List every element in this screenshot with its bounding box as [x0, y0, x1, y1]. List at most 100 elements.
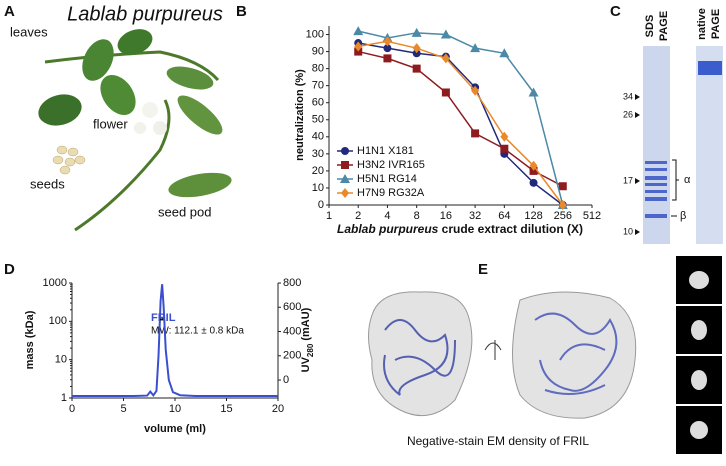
x-axis-label-part: crude extract dilution (X): [438, 222, 583, 236]
lane-label: PAGE: [710, 9, 722, 39]
plant-label: seeds: [30, 176, 65, 191]
marker: [412, 64, 421, 73]
panel-letter: D: [4, 261, 15, 278]
marker: [412, 43, 421, 54]
caption: Negative-stain EM density of FRIL: [407, 434, 589, 448]
marker: [529, 166, 538, 175]
y-axis-label: neutralization (%): [294, 69, 306, 161]
x-tick-label: 512: [583, 210, 601, 222]
marker-arrows: [635, 94, 640, 235]
class-averages: [676, 256, 722, 454]
em-density: [512, 291, 637, 419]
legend-marker: [341, 161, 349, 169]
legend-marker: [341, 188, 349, 198]
plant-label: seed pod: [158, 204, 212, 219]
ribbon: [534, 312, 618, 395]
x-tick-label: 1: [326, 210, 332, 222]
series-line: [358, 40, 564, 206]
legend-label: H7N9 RG32A: [357, 187, 425, 199]
y2-axis-label-part: 280: [306, 343, 315, 357]
x-tick-label: 2: [355, 210, 361, 222]
y2-axis-label: UV280 (mAU): [300, 307, 315, 372]
y-tick-label: 30: [312, 148, 324, 160]
species-title: Lablab purpureus: [67, 3, 223, 25]
x-tick-label: 0: [69, 403, 75, 415]
plant-photo: [38, 29, 232, 232]
mw-marker: 17: [623, 175, 633, 185]
panel-letter: B: [236, 3, 247, 20]
panel-letter: C: [610, 3, 621, 20]
x-tick-label: 16: [440, 210, 452, 222]
series-line: [358, 30, 564, 206]
x-tick-label: 64: [498, 210, 510, 222]
x-axis-label: volume (ml): [144, 423, 206, 435]
y-tick-label: 80: [312, 63, 324, 75]
y-tick-label: 70: [312, 80, 324, 92]
legend-label: H3N2 IVR165: [357, 159, 425, 171]
subunit-label: α: [684, 174, 691, 186]
marker: [500, 131, 509, 142]
legend-label: H5N1 RG14: [357, 173, 417, 185]
ribbon: [383, 319, 456, 396]
y-tick-label: 1: [61, 392, 67, 404]
marker: [441, 88, 450, 97]
y-tick-label: 20: [312, 165, 324, 177]
gel-lane: [643, 46, 670, 244]
marker: [383, 44, 392, 53]
x-tick-label: 32: [469, 210, 481, 222]
marker: [500, 144, 509, 153]
marker: [353, 26, 364, 36]
marker: [558, 182, 567, 191]
y-tick-label: 50: [312, 114, 324, 126]
marker: [441, 53, 450, 64]
plant-label: flower: [93, 116, 128, 131]
mw-marker: 26: [623, 109, 633, 119]
y-axis-label: mass (kDa): [24, 310, 36, 369]
y2-tick-label: 600: [283, 301, 301, 313]
x-tick-label: 8: [414, 210, 420, 222]
x-tick-label: 4: [384, 210, 390, 222]
series-line: [72, 284, 278, 398]
y-tick-label: 10: [312, 182, 324, 194]
marker: [440, 29, 451, 39]
y-tick-label: 0: [318, 199, 324, 211]
lane-label: native: [696, 8, 708, 40]
series-line: [358, 50, 564, 187]
x-tick-label: 256: [554, 210, 572, 222]
rotate-icon: [484, 340, 502, 360]
gel-bands: [645, 61, 722, 218]
subunit-label: β: [680, 210, 686, 222]
y-tick-label: 100: [306, 28, 324, 40]
series-line: [358, 42, 564, 206]
marker: [354, 41, 363, 52]
mw-marker: 10: [623, 226, 633, 236]
lane-label: SDS: [644, 15, 656, 38]
y2-tick-label: 200: [283, 350, 301, 362]
panel-c: C SDS PAGE native PAGE 34 26 17 10 α β: [610, 3, 723, 244]
lane-label: PAGE: [658, 11, 670, 41]
y-tick-label: 90: [312, 45, 324, 57]
y2-tick-label: 400: [283, 325, 301, 337]
marker: [529, 178, 538, 187]
mw-marker: 34: [623, 91, 633, 101]
x-tick-label: 15: [220, 403, 232, 415]
y2-axis-label-part: (mAU): [300, 307, 312, 343]
marker: [470, 43, 481, 53]
y-tick-label: 60: [312, 97, 324, 109]
x-tick-label: 128: [524, 210, 542, 222]
legend-marker: [340, 174, 350, 183]
plant-label: leaves: [10, 24, 48, 39]
x-axis-label: Lablab purpureus crude extract dilution …: [337, 222, 583, 236]
x-tick-label: 5: [120, 403, 126, 415]
gel-lane: [696, 46, 723, 244]
marker: [558, 200, 567, 210]
marker: [528, 87, 539, 97]
marker: [412, 49, 421, 58]
bracket: [671, 159, 679, 217]
y2-axis-label-part: UV: [300, 356, 312, 372]
y-tick-label: 10: [55, 354, 67, 366]
marker: [471, 129, 480, 138]
legend-marker: [341, 147, 349, 155]
y-tick-label: 40: [312, 131, 324, 143]
